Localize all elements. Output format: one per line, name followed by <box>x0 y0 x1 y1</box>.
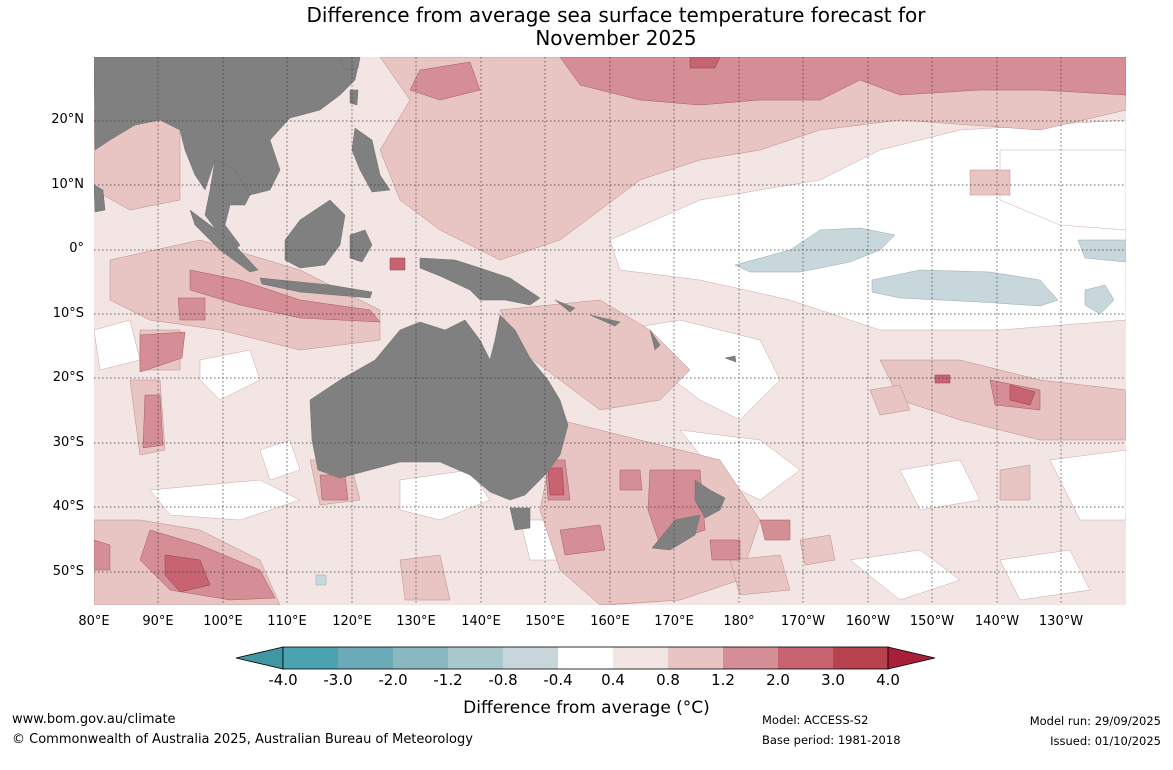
colorbar-label-2: 2.0 <box>766 671 790 689</box>
lat-label-50s: 50°S <box>52 564 84 579</box>
lon-label-120e: 120°E <box>332 614 372 629</box>
lat-label-30s: 30°S <box>52 435 84 450</box>
copyright: © Commonwealth of Australia 2025, Austra… <box>12 732 473 747</box>
lat-label-20s: 20°S <box>52 370 84 385</box>
colorbar-label-0-4: 0.4 <box>601 671 625 689</box>
model-run: Model run: 29/09/2025 <box>1029 714 1161 728</box>
lon-label-180: 180° <box>723 614 755 629</box>
colorbar-label-neg0-8: -0.8 <box>488 671 518 689</box>
colorbar-segment <box>613 647 668 669</box>
lon-label-80e: 80°E <box>78 614 110 629</box>
colorbar-segment <box>393 647 448 669</box>
colorbar-label-3: 3.0 <box>821 671 845 689</box>
lon-label-100e: 100°E <box>203 614 243 629</box>
graticule <box>94 57 1126 605</box>
colorbar-segment <box>723 647 778 669</box>
title-line-2: November 2025 <box>535 26 697 50</box>
colorbar-segment <box>558 647 613 669</box>
colorbar-segment <box>448 647 503 669</box>
bom-url: www.bom.gov.au/climate <box>12 712 176 727</box>
chart-title: Difference from average sea surface temp… <box>0 4 1173 50</box>
lon-label-160e: 160°E <box>590 614 630 629</box>
lon-label-170w: 170°W <box>780 614 826 629</box>
colorbar-title: Difference from average (°C) <box>463 698 710 718</box>
colorbar-segment <box>668 647 723 669</box>
colorbar <box>235 646 936 670</box>
lat-label-0: 0° <box>69 241 84 256</box>
colorbar-label-4: 4.0 <box>876 671 900 689</box>
land-masses <box>94 57 737 551</box>
lat-label-40s: 40°S <box>52 499 84 514</box>
map-area <box>94 57 1126 605</box>
base-period: Base period: 1981-2018 <box>762 733 901 747</box>
colorbar-label-neg3: -3.0 <box>323 671 353 689</box>
lon-label-90e: 90°E <box>142 614 174 629</box>
model-name: Model: ACCESS-S2 <box>762 713 869 727</box>
colorbar-label-neg0-4: -0.4 <box>543 671 573 689</box>
colorbar-label-neg4: -4.0 <box>268 671 298 689</box>
lon-label-140e: 140°E <box>461 614 501 629</box>
colorbar-label-neg1-2: -1.2 <box>433 671 463 689</box>
colorbar-extend-low <box>235 646 284 670</box>
lat-label-10s: 10°S <box>52 306 84 321</box>
lon-label-130w: 130°W <box>1038 614 1084 629</box>
lat-label-20n: 20°N <box>51 112 84 127</box>
lon-label-160w: 160°W <box>845 614 891 629</box>
colorbar-label-0-8: 0.8 <box>656 671 680 689</box>
title-line-1: Difference from average sea surface temp… <box>306 3 926 27</box>
colorbar-segment <box>778 647 833 669</box>
anomaly-2.0-3.0 <box>164 57 1036 593</box>
colorbar-extend-high <box>887 646 936 670</box>
colorbar-segment <box>283 647 338 669</box>
lon-label-150w: 150°W <box>909 614 955 629</box>
colorbar-label-1-2: 1.2 <box>711 671 735 689</box>
lon-label-150e: 150°E <box>525 614 565 629</box>
lon-label-130e: 130°E <box>396 614 436 629</box>
issued-date: Issued: 01/10/2025 <box>1050 734 1161 748</box>
colorbar-segment <box>503 647 558 669</box>
colorbar-segment <box>833 647 888 669</box>
lat-label-10n: 10°N <box>51 177 84 192</box>
colorbar-segment <box>338 647 393 669</box>
lon-label-110e: 110°E <box>267 614 307 629</box>
lon-label-170e: 170°E <box>654 614 694 629</box>
lon-label-140w: 140°W <box>974 614 1020 629</box>
colorbar-label-neg2: -2.0 <box>378 671 408 689</box>
